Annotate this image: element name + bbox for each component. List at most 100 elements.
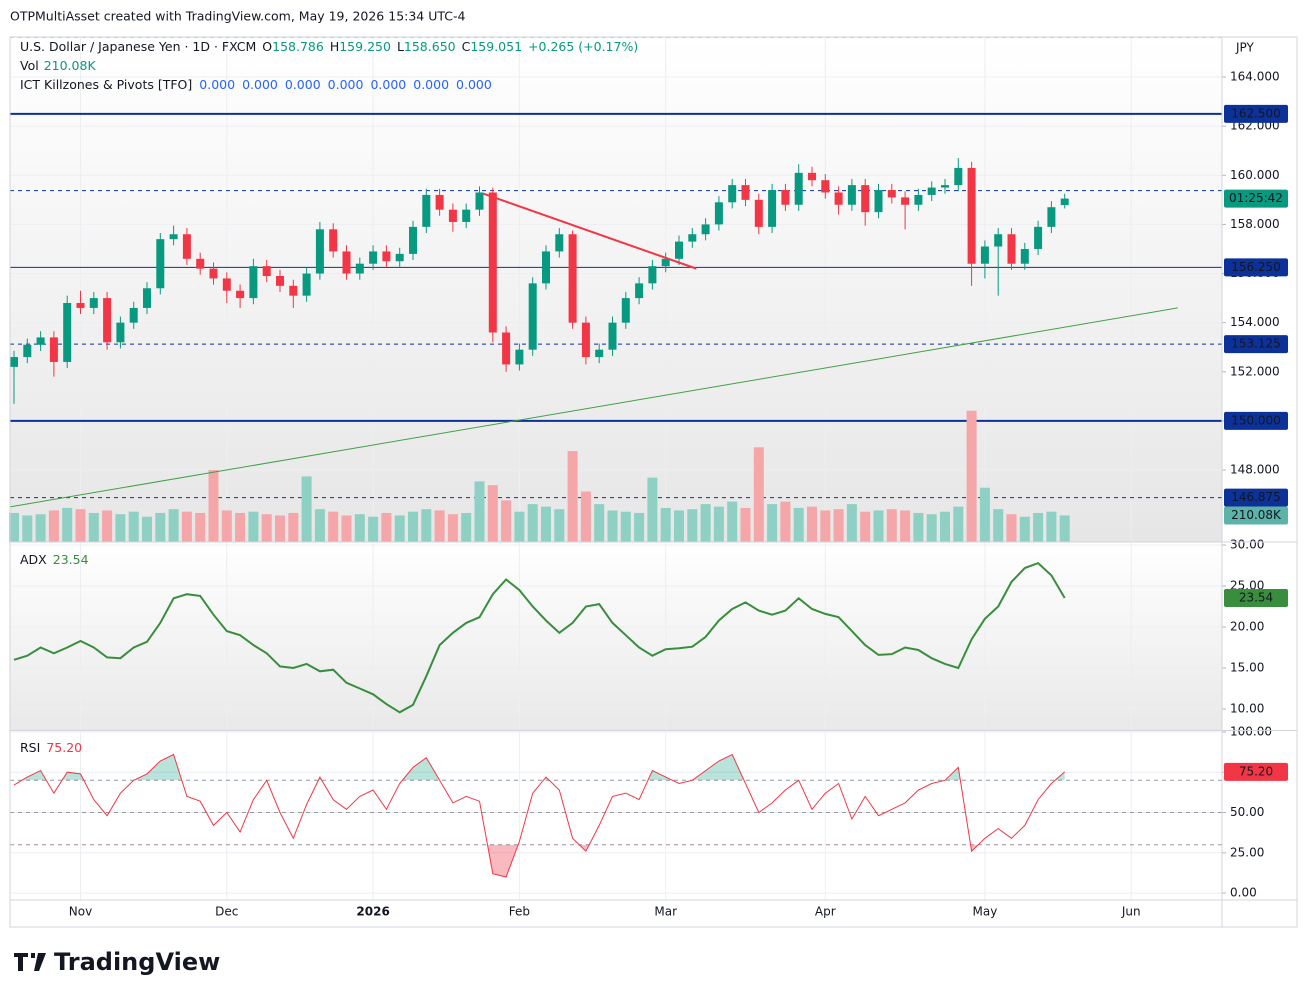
y-tick-label: 20.00	[1230, 620, 1264, 634]
level-label-box	[1224, 411, 1288, 430]
volume-bar	[620, 511, 631, 542]
x-tick-label: Jun	[1121, 905, 1141, 919]
candle-body	[608, 322, 617, 350]
volume-bar	[886, 509, 897, 542]
candle-body	[555, 234, 564, 252]
rsi-label-box	[1224, 762, 1288, 781]
adx-pane	[10, 542, 1222, 730]
candle-body	[528, 283, 537, 350]
legend-item: 159.051	[470, 39, 522, 54]
level-label: 150.000	[1231, 413, 1281, 427]
volume-bar	[940, 511, 950, 542]
legend: ADX 23.54	[20, 552, 89, 567]
candle-body	[927, 187, 936, 195]
volume-label: 210.08K	[1231, 508, 1282, 522]
candle-body	[222, 278, 231, 291]
candle-body	[728, 185, 737, 203]
candle-body	[648, 266, 657, 284]
volume-bar	[740, 507, 751, 542]
brand-logo: TradingView	[14, 948, 220, 976]
candle-body	[887, 190, 896, 198]
rsi-line	[13, 753, 1066, 878]
y-tick-label: 10.00	[1230, 702, 1264, 716]
x-tick-label: Dec	[215, 905, 238, 919]
volume-bar	[793, 507, 804, 542]
candle-body	[808, 172, 816, 181]
level-label: 156.250	[1231, 260, 1281, 274]
legend-item: 23.54	[53, 552, 89, 567]
volume-bar	[926, 514, 937, 542]
volume-bar	[687, 509, 698, 542]
candle-body	[515, 349, 524, 365]
legend-item: 0.000	[456, 77, 492, 92]
candle-body	[542, 251, 550, 284]
candle-body	[1047, 207, 1056, 227]
candle-body	[635, 283, 644, 299]
volume-bar	[447, 514, 458, 542]
volume-bar	[900, 510, 911, 542]
legend-item: U.S. Dollar / Japanese Yen · 1D · FXCM	[20, 39, 256, 54]
candle-body	[914, 194, 923, 205]
volume-bar	[541, 506, 551, 542]
y-tick-label: 0.00	[1230, 886, 1257, 900]
legend-item: 0.000	[370, 77, 406, 92]
volume-bar	[1019, 516, 1030, 542]
y-tick-label: 148.000	[1230, 463, 1280, 477]
candle-body	[701, 224, 710, 235]
volume-bar	[979, 487, 990, 542]
adx-label: 23.54	[1239, 590, 1273, 604]
volume-bar	[434, 510, 445, 542]
candle-body	[488, 192, 497, 333]
candle-body	[182, 234, 191, 259]
volume-bar	[807, 506, 817, 542]
legend-item: ADX	[20, 552, 47, 567]
candle-body	[262, 266, 271, 276]
volume-bar	[328, 511, 339, 542]
volume-bar	[753, 447, 764, 542]
candle-body	[409, 226, 417, 254]
volume-bar	[62, 507, 73, 542]
legend: Vol 210.08K	[20, 58, 96, 73]
volume-bar	[102, 510, 113, 542]
candle-body	[448, 209, 457, 222]
volume-bar	[567, 451, 578, 542]
volume-bar	[301, 476, 312, 542]
candle-body	[329, 229, 338, 252]
countdown: 01:25:42	[1229, 191, 1283, 205]
candle-body	[209, 268, 218, 279]
candle-body	[941, 185, 949, 188]
candle-body	[422, 194, 431, 227]
candle-body	[302, 273, 311, 296]
legend-item: 158.786	[272, 39, 324, 54]
countdown-box	[1224, 189, 1288, 208]
candle-body	[994, 234, 1003, 247]
candle-body	[289, 285, 298, 296]
candle-body	[1020, 248, 1029, 264]
y-tick-label: 164.000	[1230, 70, 1280, 84]
candle-body	[794, 172, 803, 205]
level-label-box	[1224, 258, 1288, 277]
legend-item: 158.650	[404, 39, 456, 54]
legend-item: L	[397, 39, 404, 54]
candle-body	[661, 258, 670, 267]
volume-bar	[993, 509, 1004, 542]
volume-bar	[527, 504, 538, 542]
volume-bar	[168, 509, 179, 542]
legend-item: H	[330, 39, 339, 54]
volume-bar	[674, 510, 684, 542]
level-label-box	[1224, 104, 1288, 123]
volume-bar	[634, 512, 645, 542]
legend: RSI 75.20	[20, 740, 82, 755]
y-tick-label: 15.00	[1230, 661, 1264, 675]
candle-body	[821, 180, 830, 193]
candle-body	[369, 251, 378, 264]
candle-body	[675, 241, 683, 259]
plot-layer: Nov Dec 2026 Feb Mar Apr May Jun 148.000 150.000 1…	[9, 36, 1288, 919]
volume-bar	[115, 514, 126, 542]
legend-item: ICT Killzones & Pivots [TFO]	[20, 77, 192, 92]
candle-body	[156, 239, 165, 289]
trend-line	[9, 307, 1178, 508]
candle-body	[688, 234, 697, 242]
volume-bar	[248, 511, 259, 542]
